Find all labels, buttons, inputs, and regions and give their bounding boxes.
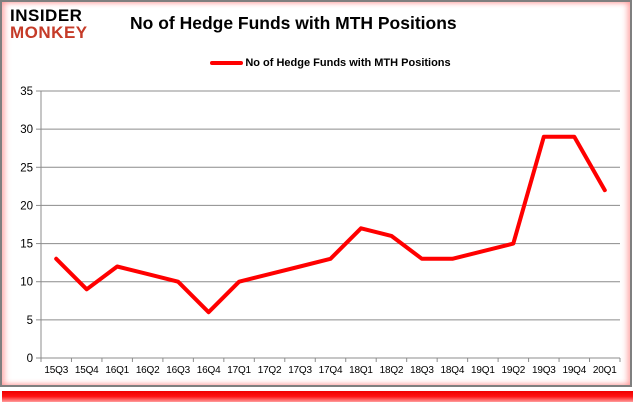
ytick-label-10: 10 xyxy=(20,277,33,289)
xtick-label-19Q4: 19Q4 xyxy=(562,365,586,376)
ytick-label-5: 5 xyxy=(27,315,33,327)
xtick-label-20Q1: 20Q1 xyxy=(593,365,617,376)
xtick-label-16Q1: 16Q1 xyxy=(105,365,129,376)
xtick-label-17Q2: 17Q2 xyxy=(258,365,282,376)
xtick-label-19Q2: 19Q2 xyxy=(502,365,526,376)
xtick-label-18Q2: 18Q2 xyxy=(380,365,404,376)
ytick-label-25: 25 xyxy=(20,162,33,174)
ytick-label-15: 15 xyxy=(20,239,33,251)
xtick-label-16Q2: 16Q2 xyxy=(136,365,160,376)
xtick-label-16Q3: 16Q3 xyxy=(166,365,190,376)
xtick-label-18Q1: 18Q1 xyxy=(349,365,373,376)
legend-line-swatch xyxy=(210,61,244,65)
logo-text-monkey: MONKEY xyxy=(10,23,88,43)
legend: No of Hedge Funds with MTH Positions xyxy=(41,56,620,70)
xtick-label-18Q4: 18Q4 xyxy=(441,365,465,376)
xtick-label-15Q3: 15Q3 xyxy=(44,365,68,376)
xtick-label-17Q3: 17Q3 xyxy=(288,365,312,376)
ytick-label-30: 30 xyxy=(20,124,33,136)
chart-title: No of Hedge Funds with MTH Positions xyxy=(130,13,457,33)
series-line-no-of-hedge-funds-with-mth-positions xyxy=(54,134,607,315)
header: INSIDER MONKEY No of Hedge Funds with MT… xyxy=(10,6,457,43)
logo-text-insider: INSIDER xyxy=(10,6,83,25)
xtick-label-18Q3: 18Q3 xyxy=(410,365,434,376)
xtick-label-15Q4: 15Q4 xyxy=(75,365,99,376)
ytick-label-20: 20 xyxy=(20,200,33,212)
xtick-label-17Q4: 17Q4 xyxy=(319,365,343,376)
insider-monkey-logo: INSIDER MONKEY xyxy=(10,6,116,43)
xtick-label-16Q4: 16Q4 xyxy=(197,365,221,376)
ytick-label-35: 35 xyxy=(20,86,33,98)
xtick-label-19Q1: 19Q1 xyxy=(471,365,495,376)
xtick-label-17Q1: 17Q1 xyxy=(227,365,251,376)
bottom-accent-bar xyxy=(2,391,633,402)
legend-series-label: No of Hedge Funds with MTH Positions xyxy=(245,57,451,69)
ytick-label-0: 0 xyxy=(27,353,33,365)
xtick-label-19Q3: 19Q3 xyxy=(532,365,556,376)
